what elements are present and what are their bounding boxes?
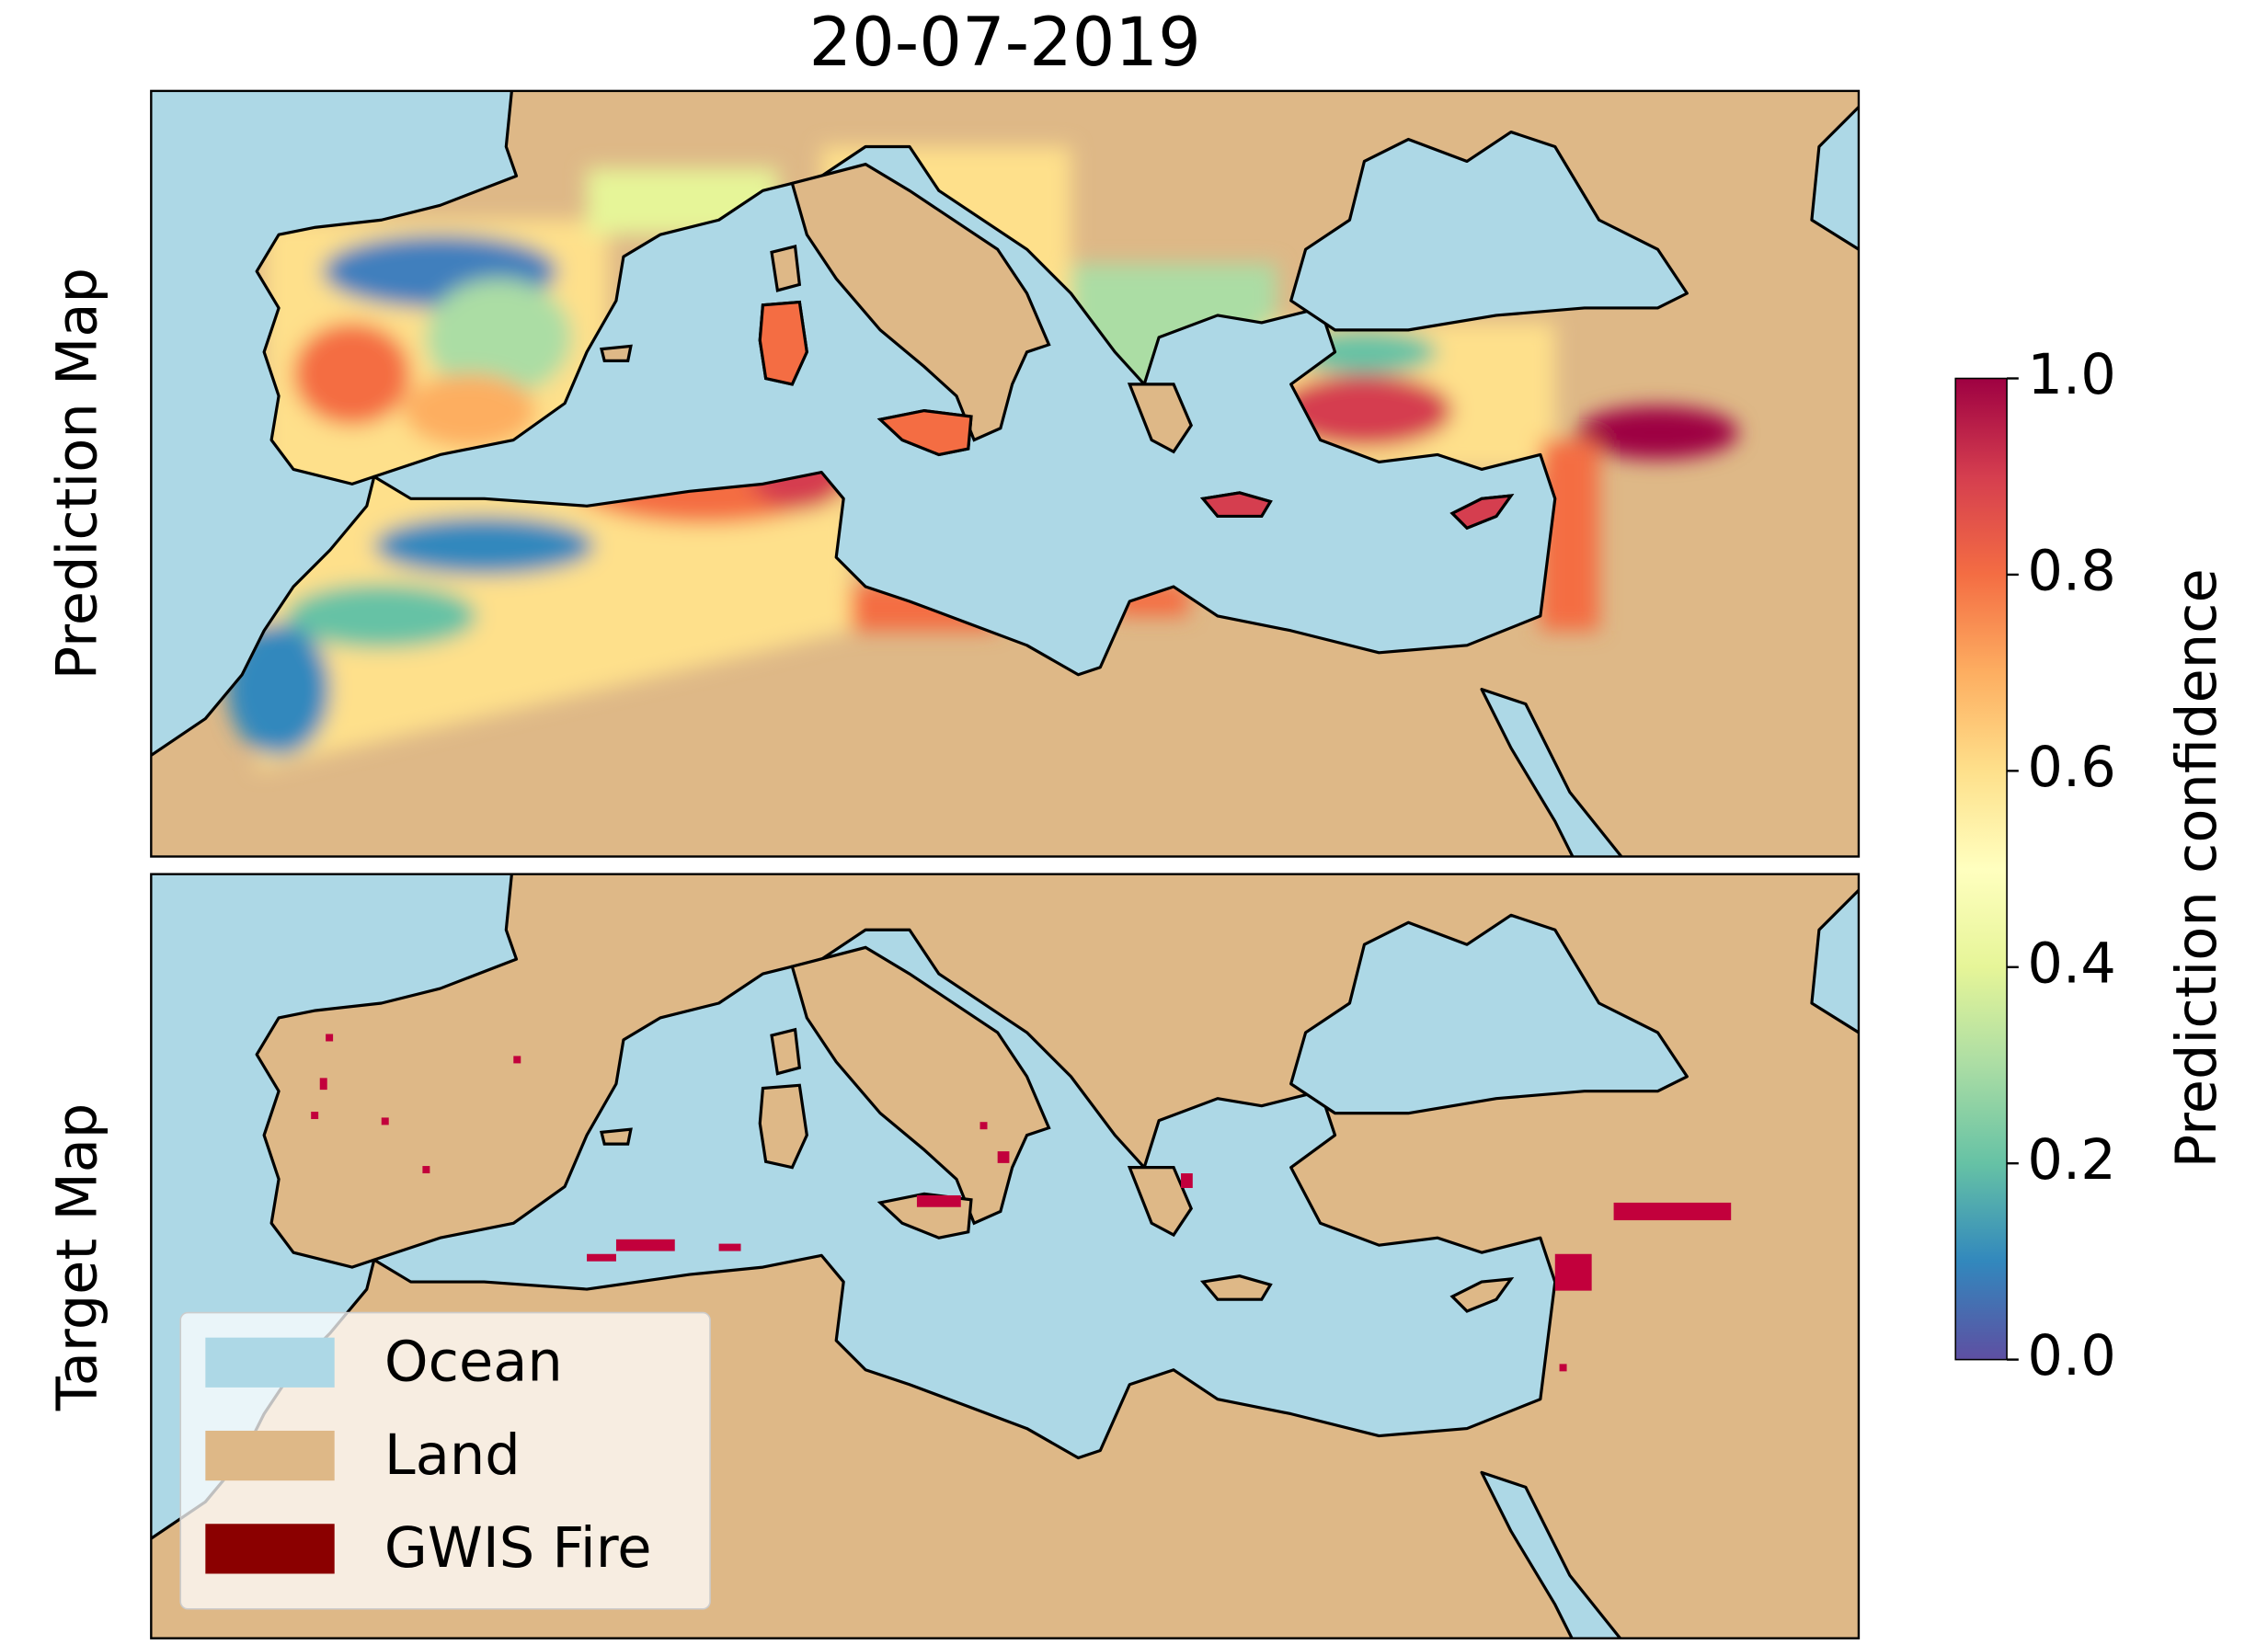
colorbar-tick-label: 0.4 xyxy=(2027,931,2115,996)
colorbar-tick-label: 0.2 xyxy=(2027,1128,2115,1193)
colorbar-tick-label: 1.0 xyxy=(2027,343,2115,407)
legend-label: GWIS Fire xyxy=(384,1516,652,1581)
legend-swatch xyxy=(205,1337,335,1388)
colorbar-label: Prediction confidence xyxy=(2165,568,2229,1168)
colorbar-tick-label: 0.8 xyxy=(2027,540,2115,604)
legend-label: Land xyxy=(384,1423,521,1488)
legend-swatch xyxy=(205,1524,335,1574)
legend-swatch xyxy=(205,1430,335,1481)
fire-pixels xyxy=(311,1034,1732,1372)
legend: Ocean Land GWIS Fire xyxy=(179,1311,711,1610)
colorbar: 0.0 0.2 0.4 0.6 0.8 1.0 xyxy=(1954,343,2116,1388)
title: 20-07-2019 xyxy=(808,4,1200,82)
colorbar-tick-label: 0.0 xyxy=(2027,1324,2115,1388)
panel-label: Target Map xyxy=(45,1103,109,1412)
legend-label: Ocean xyxy=(384,1331,563,1395)
colorbar-tick-label: 0.6 xyxy=(2027,736,2115,800)
prediction-map xyxy=(151,90,1859,857)
panel-label: Prediction Map xyxy=(45,268,109,680)
